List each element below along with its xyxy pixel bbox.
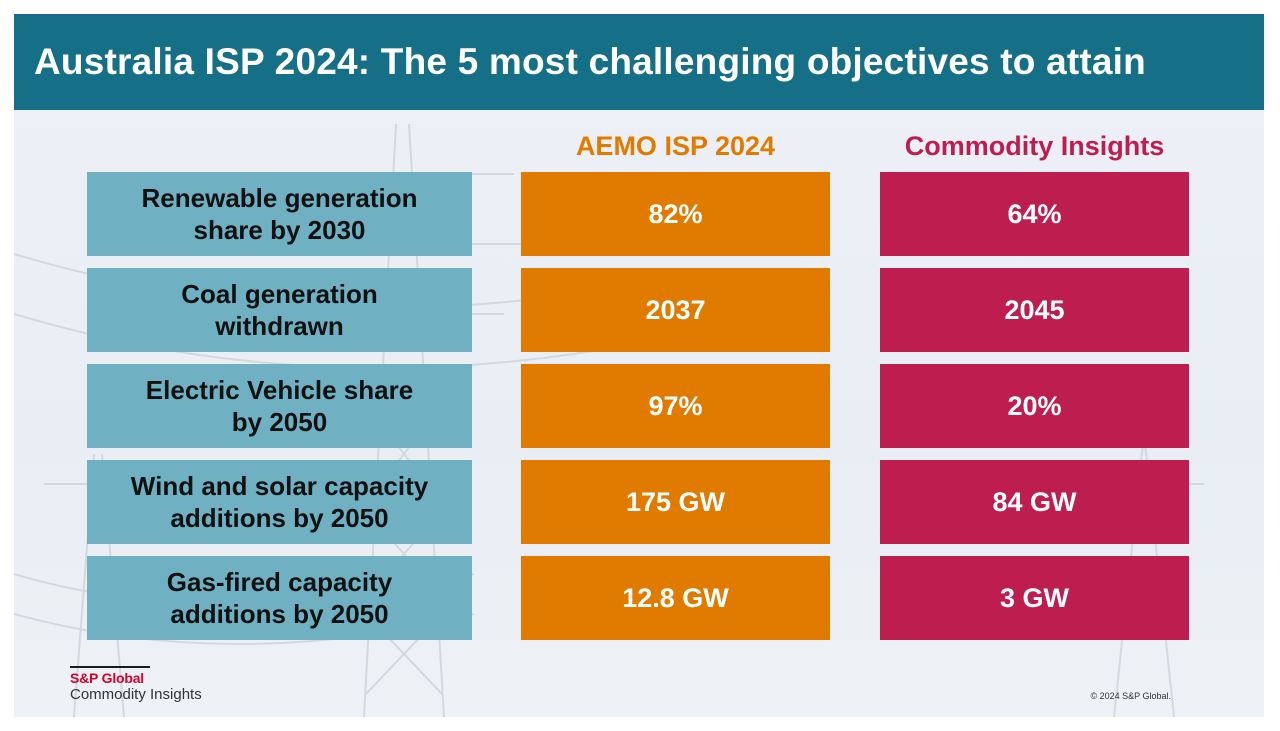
logo-rule: [70, 666, 150, 668]
aemo-value-ev-share: 97%: [521, 364, 830, 448]
row-label-line: Electric Vehicle share: [145, 375, 414, 405]
sp-global-logo: S&P Global Commodity Insights: [70, 666, 202, 704]
aemo-value-wind-solar-additions: 175 GW: [521, 460, 830, 544]
title-bar: Australia ISP 2024: The 5 most challengi…: [14, 14, 1264, 110]
row-label-renewable-share: Renewable generation share by 2030: [87, 172, 472, 256]
ci-value-wind-solar-additions: 84 GW: [880, 460, 1189, 544]
row-label-line: additions by 2050: [170, 503, 389, 533]
row-label-line: Gas-fired capacity: [166, 567, 393, 597]
ci-value-renewable-share: 64%: [880, 172, 1189, 256]
column-header-commodity-insights: Commodity Insights: [904, 130, 1165, 161]
row-label-coal-withdrawn: Coal generation withdrawn: [87, 268, 472, 352]
copyright-notice: © 2024 S&P Global.: [1090, 691, 1171, 701]
slide: Australia ISP 2024: The 5 most challengi…: [14, 14, 1264, 717]
row-label-line: Renewable generation: [141, 183, 418, 213]
column-header-aemo: AEMO ISP 2024: [575, 130, 776, 161]
row-label-line: additions by 2050: [170, 599, 389, 629]
row-label-line: share by 2030: [193, 215, 366, 245]
aemo-value-gas-additions: 12.8 GW: [521, 556, 830, 640]
slide-title: Australia ISP 2024: The 5 most challengi…: [34, 41, 1146, 82]
row-label-line: Wind and solar capacity: [130, 471, 429, 501]
row-label-line: withdrawn: [215, 311, 344, 341]
ci-value-gas-additions: 3 GW: [880, 556, 1189, 640]
ci-value-coal-withdrawn: 2045: [880, 268, 1189, 352]
aemo-value-coal-withdrawn: 2037: [521, 268, 830, 352]
row-label-ev-share: Electric Vehicle share by 2050: [87, 364, 472, 448]
logo-brand: S&P Global: [70, 670, 144, 686]
row-label-line: by 2050: [231, 407, 328, 437]
row-label-wind-solar-additions: Wind and solar capacity additions by 2050: [87, 460, 472, 544]
row-label-line: Coal generation: [181, 279, 378, 309]
logo-subtitle: Commodity Insights: [70, 686, 202, 703]
aemo-value-renewable-share: 82%: [521, 172, 830, 256]
row-label-gas-additions: Gas-fired capacity additions by 2050: [87, 556, 472, 640]
ci-value-ev-share: 20%: [880, 364, 1189, 448]
